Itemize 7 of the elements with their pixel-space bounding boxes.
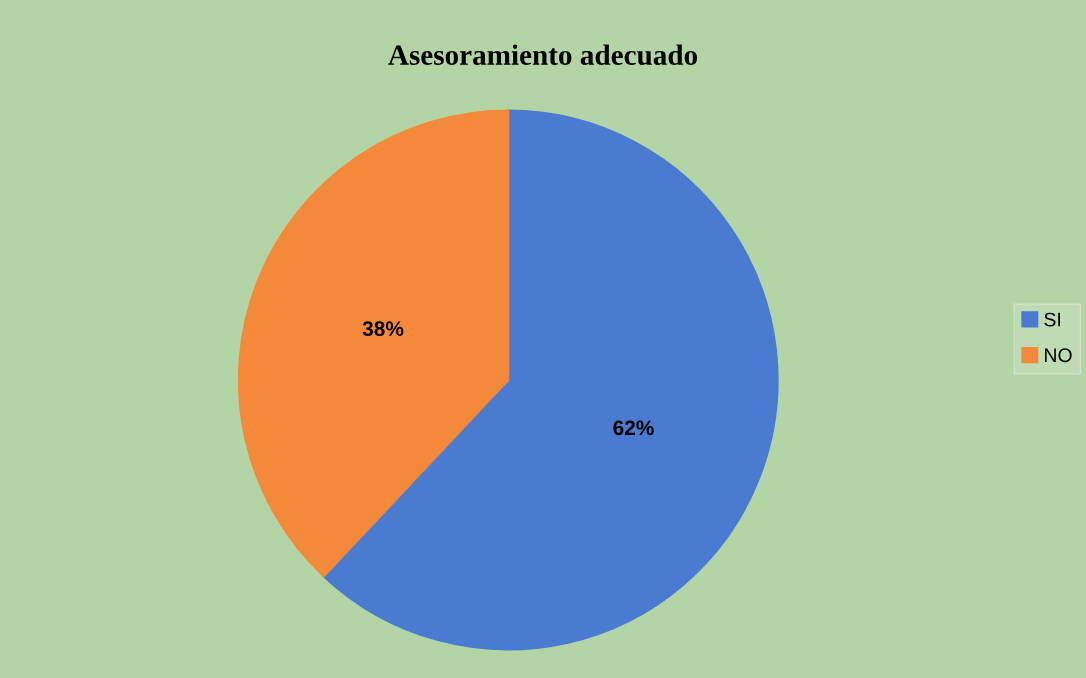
legend-label: SI (1044, 312, 1061, 327)
data-label: 62% (613, 420, 654, 436)
pie-slice (322, 109, 779, 651)
chart-title: Asesoramiento adecuado (388, 44, 698, 65)
legend-label: NO (1045, 348, 1072, 363)
pie-slice (237, 109, 510, 578)
data-label: 38% (362, 321, 404, 337)
